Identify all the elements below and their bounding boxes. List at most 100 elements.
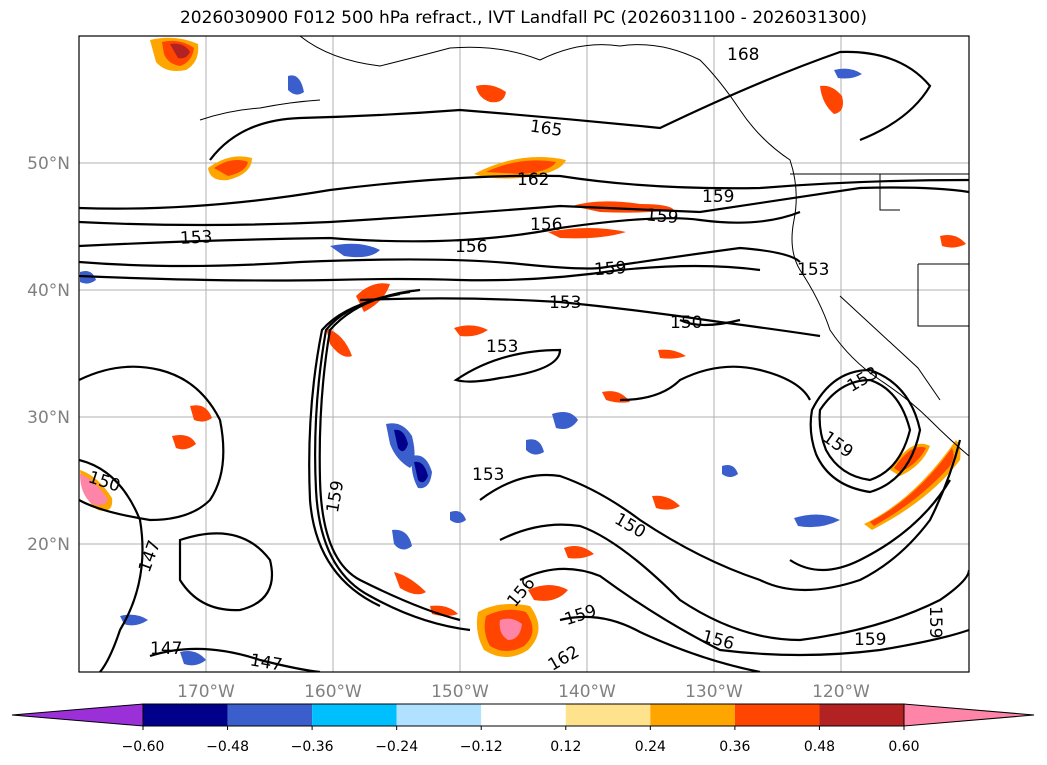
colorbar-segment — [650, 704, 735, 726]
contour-label: 156 — [530, 215, 562, 235]
fill-blob — [454, 325, 488, 337]
colorbar-tick-label: −0.12 — [460, 739, 503, 755]
contour-153-closed — [453, 348, 562, 383]
lon-label: 120°W — [812, 682, 870, 702]
colorbar-segment — [227, 704, 313, 726]
contour-label: 159 — [645, 205, 679, 228]
contour-label: 153 — [549, 293, 581, 313]
contour-label: 150 — [670, 313, 702, 333]
state-borders — [790, 173, 969, 401]
contour-153-east — [789, 479, 951, 571]
fill-blob — [450, 511, 466, 523]
contour-165 — [209, 50, 932, 161]
colorbar-tick-label: −0.36 — [291, 739, 334, 755]
colorbar-outline — [142, 703, 905, 727]
colorbar-tick-label: −0.24 — [375, 739, 418, 755]
contour-156-south — [499, 523, 969, 642]
contour-162 — [79, 174, 969, 210]
contour-150-west — [79, 365, 225, 522]
lat-label: 30°N — [27, 408, 70, 428]
contour-150-label-seg — [679, 318, 741, 327]
contour-label: 162 — [517, 170, 549, 190]
fill-blob — [528, 585, 568, 601]
contour-label: 159 — [854, 630, 886, 650]
contour-label: 159 — [702, 187, 734, 207]
colorbar-tick-label: −0.48 — [206, 739, 249, 755]
colorbar-segment — [312, 704, 397, 726]
lat-label: 50°N — [27, 154, 70, 174]
contour-159b — [79, 264, 761, 282]
colorbar-tick-label: −0.60 — [122, 739, 165, 755]
aleutian-coast — [199, 99, 321, 121]
contour-label: 159 — [925, 606, 945, 638]
fill-blob — [190, 405, 212, 422]
contour-label: 153 — [486, 337, 518, 357]
fill-blob — [834, 68, 862, 79]
map-frame — [78, 35, 970, 673]
contour-150-closed — [178, 532, 274, 612]
contour-153 — [359, 297, 821, 338]
fill-blob — [394, 429, 408, 452]
colorbar-segment — [565, 704, 651, 726]
contour-162-south — [559, 615, 761, 672]
colorbar-segment — [396, 704, 482, 726]
fill-blob — [870, 448, 954, 526]
contour-label: 165 — [529, 117, 564, 141]
longitude-labels: 170°W 160°W 150°W 140°W 130°W 120°W — [177, 682, 870, 702]
lat-label: 40°N — [27, 281, 70, 301]
map-title: 2026030900 F012 500 hPa refract., IVT La… — [179, 8, 867, 28]
contour-label: 168 — [727, 45, 759, 65]
contour-label: 153 — [472, 465, 504, 485]
contour-156-low — [809, 368, 922, 494]
fill-blob — [394, 572, 426, 595]
fill-blob — [172, 435, 196, 450]
fill-blob — [552, 412, 578, 429]
negative-anomaly-fills — [80, 68, 862, 666]
contour-159-south — [519, 567, 969, 657]
fill-blob — [476, 84, 506, 103]
colorbar: −0.60 −0.48 −0.36 −0.24 −0.12 0.12 0.24 0.36 0.4… — [11, 703, 1035, 755]
fill-blob — [414, 461, 428, 483]
colorbar-segment — [819, 704, 904, 726]
contour-label: 147 — [150, 639, 182, 659]
contour-147-west — [79, 458, 144, 672]
contour-label: 159 — [593, 258, 627, 280]
contour-156 — [79, 210, 801, 248]
fill-blob — [820, 85, 843, 114]
fill-blob — [326, 328, 352, 357]
fill-blob — [392, 529, 412, 550]
colorbar-tick-label: 0.36 — [719, 739, 750, 755]
colorbar-segment — [143, 704, 228, 726]
colorbar-tick-label: 0.24 — [635, 739, 666, 755]
colorbar-segment — [481, 704, 566, 726]
fill-blob — [170, 43, 190, 59]
contour-label: 153 — [180, 227, 213, 249]
fill-blob — [288, 75, 304, 95]
lat-label: 20°N — [27, 535, 70, 555]
fill-blob — [548, 228, 626, 239]
colorbar-tick-label: 0.48 — [804, 739, 835, 755]
fill-blob — [526, 439, 544, 455]
contour-150 — [479, 439, 962, 592]
colorbar-tick-label: 0.12 — [550, 739, 581, 755]
contour-153-jet — [318, 288, 461, 622]
fill-blob — [658, 349, 686, 359]
colorbar-extend-min — [11, 703, 144, 727]
contour-159 — [79, 186, 969, 227]
contour-label: 153 — [797, 260, 829, 280]
fill-blob — [330, 243, 380, 258]
contour-156-jet — [314, 290, 471, 632]
refractivity-contours — [79, 50, 969, 672]
colorbar-extend-max — [903, 703, 1035, 727]
fill-blob — [652, 495, 680, 510]
colorbar-segment — [734, 704, 820, 726]
fill-blob — [794, 514, 840, 528]
contour-label: 156 — [455, 237, 487, 257]
contour-159-low — [818, 378, 912, 482]
lon-label: 140°W — [558, 682, 616, 702]
latitude-labels: 50°N 40°N 30°N 20°N — [27, 154, 70, 555]
contour-147-south — [149, 647, 321, 672]
fill-blob — [499, 618, 522, 640]
contour-150-mid — [619, 365, 811, 402]
